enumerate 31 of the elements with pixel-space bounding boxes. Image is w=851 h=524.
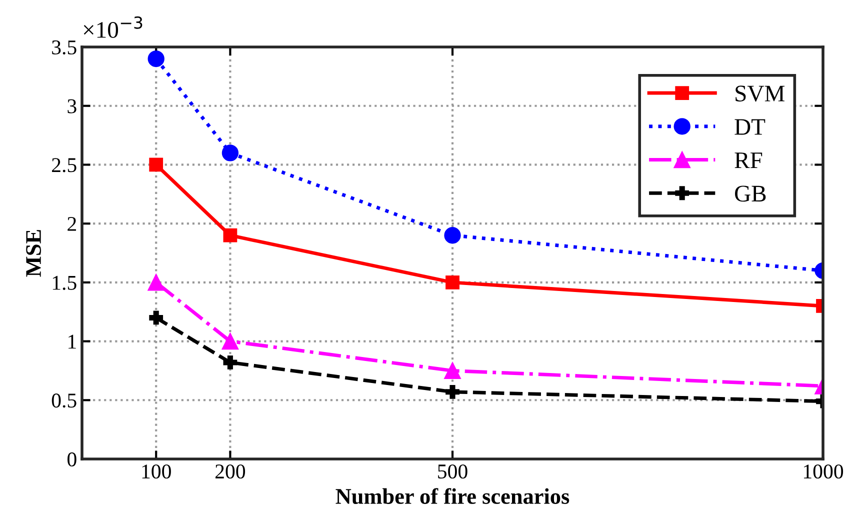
- point: [149, 310, 164, 325]
- x-tick-label: 500: [438, 464, 468, 479]
- point: [149, 158, 164, 172]
- point: [444, 227, 461, 244]
- x-tick-label: 100: [142, 464, 171, 479]
- point: [222, 332, 239, 350]
- legend-label: SVM: [736, 86, 785, 102]
- point: [223, 356, 238, 370]
- point: [446, 384, 460, 399]
- x-tick-label: 200: [215, 464, 246, 479]
- point: [222, 144, 239, 162]
- point: [223, 228, 238, 242]
- y-tick-label: 3.5: [52, 40, 76, 55]
- point: [446, 275, 460, 290]
- y-tick-label: 3: [68, 99, 76, 114]
- x-tick-label: 1000: [804, 464, 844, 479]
- y-tick-label: 2: [68, 217, 76, 231]
- legend-label: RF: [734, 152, 762, 168]
- legend-label: DT: [734, 119, 766, 135]
- text: ×10$^{−3}$: [84, 16, 142, 38]
- y-tick-label: 2.5: [52, 158, 76, 172]
- y-axis-title: MSE: [26, 230, 42, 277]
- y-tick-label: 0: [68, 452, 76, 466]
- x-axis-title: Number of fire scenarios: [336, 488, 570, 504]
- y-tick-label: 0.5: [52, 394, 76, 408]
- legend-label: GB: [735, 186, 766, 202]
- y-tick-label: 1.5: [52, 276, 76, 290]
- point: [148, 274, 164, 291]
- y-tick-label: 1: [68, 334, 76, 349]
- point: [148, 50, 164, 68]
- point: [444, 362, 461, 380]
